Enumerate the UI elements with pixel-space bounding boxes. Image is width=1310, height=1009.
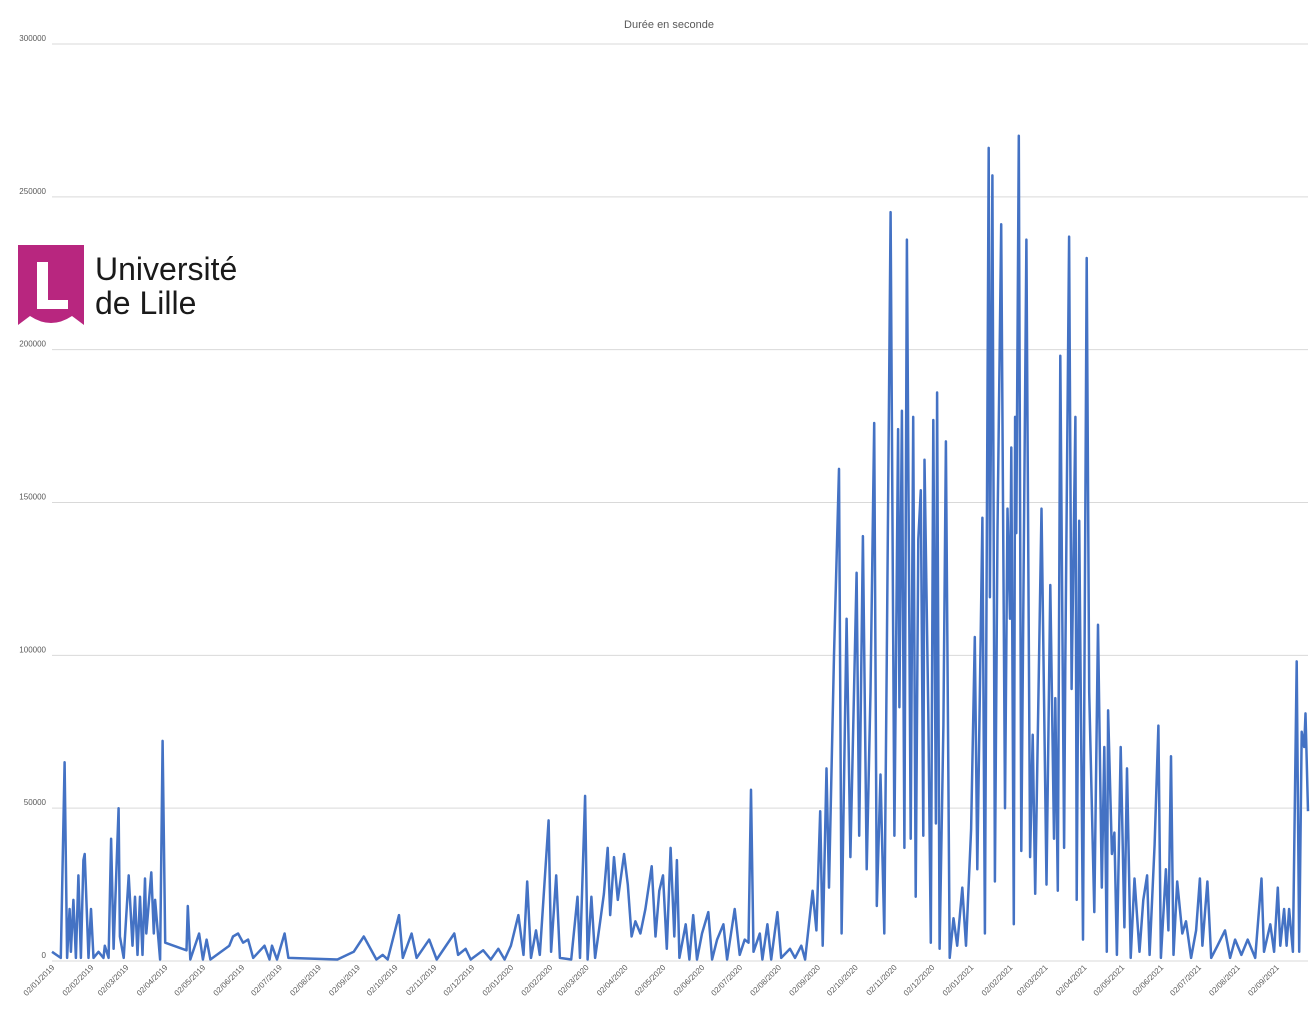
logo-text: Université	[95, 251, 237, 287]
y-tick-label: 0	[42, 951, 47, 960]
logo-shape	[18, 245, 84, 325]
logo-letter	[37, 262, 68, 309]
logo-text: de Lille	[95, 285, 196, 321]
y-tick-label: 200000	[19, 340, 46, 349]
data-line	[51, 134, 1310, 961]
y-tick-label: 100000	[19, 645, 46, 654]
y-tick-label: 150000	[19, 493, 46, 502]
y-tick-label: 50000	[24, 798, 47, 807]
y-tick-label: 250000	[19, 187, 46, 196]
y-tick-label: 300000	[19, 34, 46, 43]
logo: Université de Lille	[18, 245, 237, 325]
chart-title: Durée en seconde	[624, 19, 714, 31]
